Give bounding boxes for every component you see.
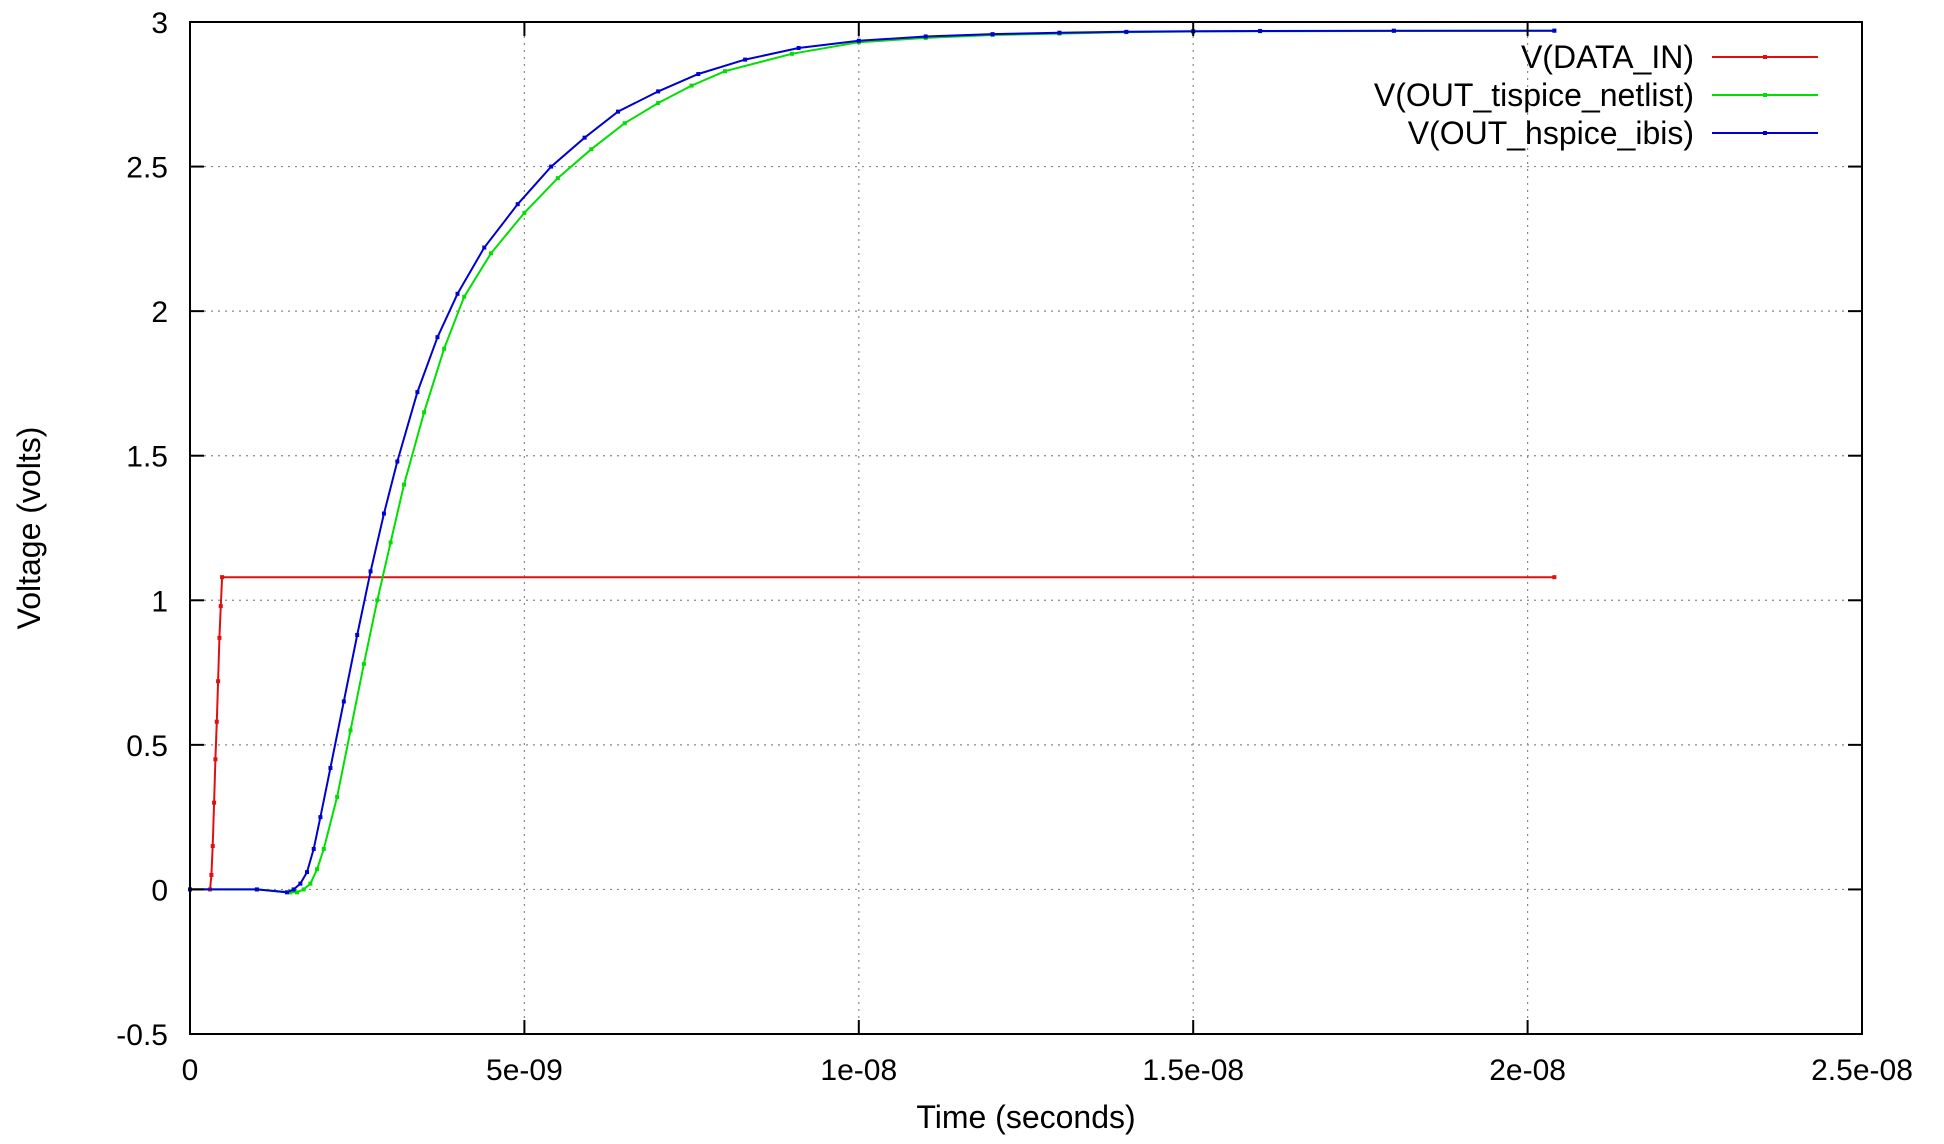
series-point-3 xyxy=(311,846,316,851)
series-point-3 xyxy=(656,89,661,94)
y-tick-label: 2.5 xyxy=(126,152,168,185)
series-point-3 xyxy=(381,511,386,516)
series-point-3 xyxy=(796,46,801,51)
series-point-1 xyxy=(217,635,222,640)
legend: V(DATA_IN)V(OUT_tispice_netlist)V(OUT_hs… xyxy=(1374,39,1818,151)
series-point-2 xyxy=(689,83,694,88)
series-point-2 xyxy=(462,294,467,299)
series-point-2 xyxy=(388,540,393,545)
legend-label-1: V(DATA_IN) xyxy=(1521,39,1694,75)
series-point-2 xyxy=(375,598,380,603)
series-point-3 xyxy=(616,109,621,114)
series-point-3 xyxy=(990,32,995,37)
series-point-2 xyxy=(622,121,627,126)
series-point-2 xyxy=(315,867,320,872)
series-point-3 xyxy=(395,459,400,464)
series-point-1 xyxy=(218,604,223,609)
series-point-2 xyxy=(723,69,728,74)
y-axis-label: Voltage (volts) xyxy=(11,427,47,630)
series-point-1 xyxy=(216,679,221,684)
y-tick-label: 1.5 xyxy=(126,441,168,474)
legend-label-2: V(OUT_tispice_netlist) xyxy=(1374,77,1694,113)
series-point-3 xyxy=(455,291,460,296)
plot-frame xyxy=(189,21,1863,1035)
series-point-3 xyxy=(435,335,440,340)
series-point-3 xyxy=(1057,30,1062,35)
series-point-3 xyxy=(291,887,296,892)
series-line-1 xyxy=(190,576,1555,891)
series-point-2 xyxy=(301,887,306,892)
series-point-2 xyxy=(335,794,340,799)
series-point-1 xyxy=(214,719,219,724)
legend-marker-2 xyxy=(1763,93,1767,97)
series-point-1 xyxy=(220,575,225,580)
series-point-3 xyxy=(1124,29,1129,34)
series-point-3 xyxy=(482,245,487,250)
legend-marker-3 xyxy=(1763,131,1767,135)
y-tick-label: 0.5 xyxy=(126,730,168,763)
x-tick-label: 5e-09 xyxy=(486,1054,563,1087)
series-point-2 xyxy=(288,890,293,895)
ticks: 0 5e-09 1e-08 1.5e-08 2e-08 2.5e-08 -0.5 0 0.5 1 1… xyxy=(116,7,1913,1087)
series-point-2 xyxy=(442,346,447,351)
series-point-3 xyxy=(254,887,259,892)
series-point-3 xyxy=(284,890,289,895)
series-point-2 xyxy=(555,176,560,181)
series-group xyxy=(188,28,1557,895)
x-axis-label: Time (seconds) xyxy=(916,1099,1135,1135)
series-point-3 xyxy=(328,765,333,770)
y-tick-label: 2 xyxy=(151,296,168,329)
series-point-1 xyxy=(1552,575,1557,580)
series-point-3 xyxy=(515,202,520,207)
series-point-2 xyxy=(789,51,794,56)
x-tick-label: 0 xyxy=(182,1054,199,1087)
series-point-3 xyxy=(743,57,748,62)
x-tick-label: 2.5e-08 xyxy=(1811,1054,1913,1087)
series-point-1 xyxy=(213,757,218,762)
y-tick-label: 1 xyxy=(151,585,168,618)
series-point-2 xyxy=(402,482,407,487)
y-tick-label: -0.5 xyxy=(116,1019,168,1052)
series-point-2 xyxy=(422,410,427,415)
y-tick-label: 0 xyxy=(151,874,168,907)
series-point-3 xyxy=(1391,28,1396,33)
series-point-2 xyxy=(361,661,366,666)
series-point-3 xyxy=(923,34,928,39)
series-point-2 xyxy=(656,100,661,105)
series-point-2 xyxy=(522,210,527,215)
x-tick-label: 1e-08 xyxy=(820,1054,897,1087)
series-point-3 xyxy=(318,815,323,820)
series-point-3 xyxy=(298,881,303,886)
series-point-3 xyxy=(696,72,701,77)
y-tick-label: 3 xyxy=(151,7,168,40)
series-point-3 xyxy=(355,632,360,637)
legend-marker-1 xyxy=(1763,55,1767,59)
series-point-3 xyxy=(856,38,861,43)
series-point-1 xyxy=(210,844,215,849)
series-point-2 xyxy=(589,147,594,152)
grid xyxy=(190,22,1862,1034)
series-point-3 xyxy=(305,870,310,875)
series-point-3 xyxy=(368,569,373,574)
series-point-2 xyxy=(488,251,493,256)
x-tick-label: 1.5e-08 xyxy=(1142,1054,1244,1087)
series-point-1 xyxy=(212,800,217,805)
legend-label-3: V(OUT_hspice_ibis) xyxy=(1408,115,1694,151)
series-point-3 xyxy=(1258,28,1263,33)
series-point-3 xyxy=(1552,28,1557,33)
series-point-3 xyxy=(415,390,420,395)
series-point-3 xyxy=(341,699,346,704)
series-point-2 xyxy=(348,728,353,733)
series-point-3 xyxy=(549,164,554,169)
series-point-1 xyxy=(209,872,214,877)
series-point-2 xyxy=(295,890,300,895)
series-point-2 xyxy=(308,881,313,886)
series-point-3 xyxy=(582,135,587,140)
x-tick-label: 2e-08 xyxy=(1489,1054,1566,1087)
series-point-2 xyxy=(321,846,326,851)
